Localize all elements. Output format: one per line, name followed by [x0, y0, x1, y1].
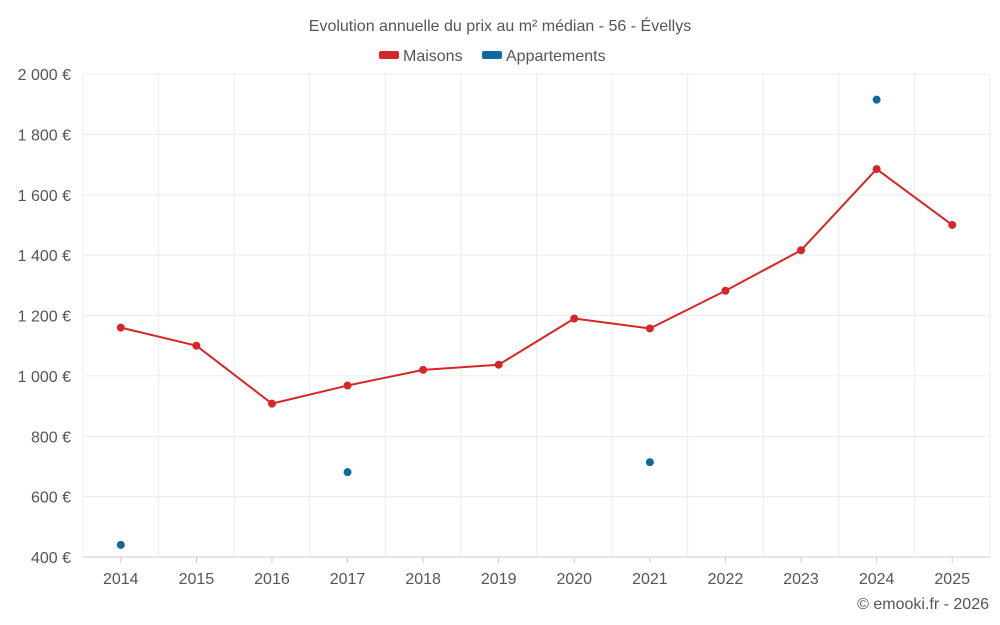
x-tick-label: 2023 [783, 571, 819, 588]
x-tick-label: 2025 [934, 571, 970, 588]
x-tick-label: 2018 [405, 571, 441, 588]
data-point-appartements[interactable] [872, 95, 881, 104]
y-tick-label: 800 € [31, 429, 71, 446]
data-point-maisons[interactable] [192, 341, 201, 350]
data-point-maisons[interactable] [343, 381, 352, 390]
legend-label-appartements: Appartements [506, 48, 606, 65]
data-point-maisons[interactable] [116, 323, 125, 332]
legend-label-maisons: Maisons [403, 48, 463, 65]
x-tick-label: 2017 [330, 571, 366, 588]
data-point-maisons[interactable] [267, 399, 276, 408]
data-point-maisons[interactable] [419, 365, 428, 374]
legend-item-maisons[interactable]: Maisons [379, 48, 463, 65]
x-tick-label: 2021 [632, 571, 668, 588]
chart-title: Evolution annuelle du prix au m² médian … [309, 16, 691, 35]
data-point-maisons[interactable] [721, 286, 730, 295]
data-point-appartements[interactable] [645, 458, 654, 467]
legend-item-appartements[interactable]: Appartements [482, 48, 606, 65]
y-tick-label: 2 000 € [18, 67, 71, 84]
y-tick-label: 1 600 € [18, 188, 71, 205]
x-tick-label: 2014 [103, 571, 139, 588]
data-point-appartements[interactable] [343, 468, 352, 477]
x-tick-label: 2024 [859, 571, 895, 588]
series-line-maisons [120, 168, 953, 405]
gridlines [82, 73, 991, 558]
y-tick-label: 1 400 € [18, 248, 71, 265]
y-tick-label: 400 € [31, 550, 71, 567]
y-tick-label: 1 000 € [18, 369, 71, 386]
x-tick-label: 2019 [481, 571, 517, 588]
legend-swatch-appartements [482, 51, 502, 59]
y-axis-ticks: 400 € 600 € 800 € 1 000 € 1 200 € 1 400 € 1 60… [18, 67, 71, 567]
legend-swatch-maisons [379, 51, 399, 59]
data-point-appartements[interactable] [116, 540, 125, 549]
y-tick-label: 1 800 € [18, 127, 71, 144]
x-tick-label: 2016 [254, 571, 290, 588]
legend: Maisons Appartements [379, 48, 606, 65]
series [116, 95, 957, 549]
data-point-maisons[interactable] [570, 314, 579, 323]
data-point-maisons[interactable] [948, 220, 957, 229]
y-tick-label: 600 € [31, 490, 71, 507]
data-point-maisons[interactable] [872, 165, 881, 174]
x-axis-ticks: 2014 2015 2016 2017 2018 2019 2020 2021 2022 2023… [103, 557, 970, 588]
x-tick-label: 2015 [179, 571, 215, 588]
data-point-maisons[interactable] [494, 360, 503, 369]
data-point-maisons[interactable] [797, 246, 806, 255]
credit: © emooki.fr - 2026 [857, 596, 989, 613]
x-tick-label: 2022 [708, 571, 744, 588]
x-tick-label: 2020 [556, 571, 592, 588]
y-tick-label: 1 200 € [18, 309, 71, 326]
data-point-maisons[interactable] [645, 324, 654, 333]
